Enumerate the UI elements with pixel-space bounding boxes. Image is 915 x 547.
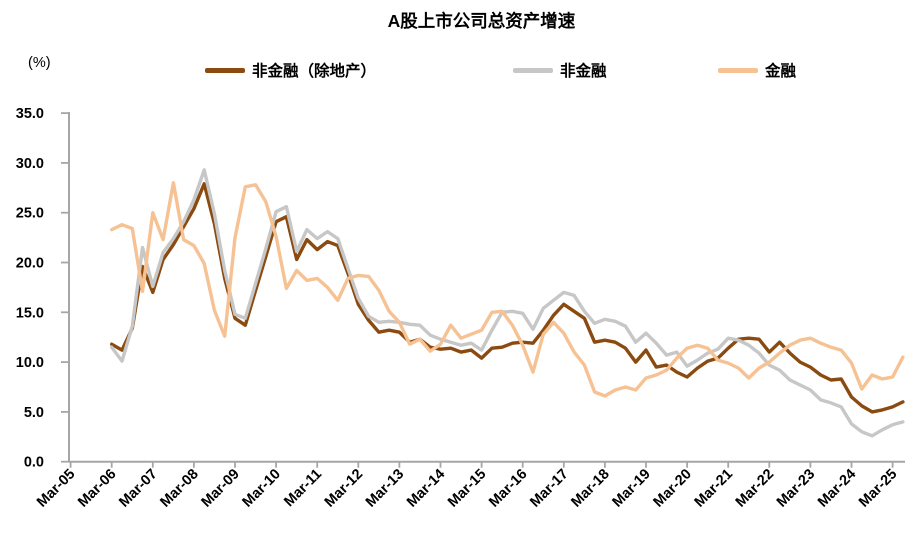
y-tick-label: 20.0 bbox=[16, 256, 44, 272]
series-line-1 bbox=[109, 168, 905, 438]
x-tick-label: Mar-14 bbox=[404, 466, 448, 510]
y-tick-label: 10.0 bbox=[16, 355, 44, 371]
y-axis-unit-label: (%) bbox=[28, 55, 51, 71]
y-tick-label: 35.0 bbox=[16, 106, 44, 122]
legend-item-financial: 金融 bbox=[718, 62, 797, 80]
legend-line-swatch bbox=[205, 67, 245, 73]
legend-line-swatch bbox=[718, 67, 758, 73]
x-tick-label: Mar-09 bbox=[198, 466, 242, 510]
x-tick-label: Mar-22 bbox=[733, 466, 777, 510]
series-line-2 bbox=[109, 181, 905, 398]
legend-item-nonfinancial: 非金融 bbox=[513, 62, 607, 80]
x-tick-label: Mar-07 bbox=[116, 466, 160, 510]
x-tick-label: Mar-21 bbox=[692, 466, 736, 510]
y-tick-label: 0.0 bbox=[24, 455, 44, 471]
x-tick-label: Mar-18 bbox=[568, 466, 612, 510]
legend-label: 非金融（除地产） bbox=[252, 63, 377, 80]
x-tick-label: Mar-23 bbox=[774, 466, 818, 510]
x-tick-label: Mar-05 bbox=[34, 466, 78, 510]
y-tick-label: 5.0 bbox=[24, 405, 44, 421]
x-tick-label: Mar-15 bbox=[445, 466, 489, 510]
x-tick-label: Mar-20 bbox=[651, 466, 695, 510]
legend-item-nonfinancial-ex-property: 非金融（除地产） bbox=[205, 62, 377, 80]
legend-label: 非金融 bbox=[560, 63, 607, 80]
x-tick-label: Mar-08 bbox=[157, 466, 201, 510]
series-line-0 bbox=[109, 182, 905, 414]
x-tick-label: Mar-19 bbox=[609, 466, 653, 510]
x-tick-label: Mar-06 bbox=[75, 466, 119, 510]
x-tick-label: Mar-24 bbox=[815, 466, 859, 510]
chart-title: A股上市公司总资产增速 bbox=[387, 11, 576, 31]
x-tick-label: Mar-13 bbox=[363, 466, 407, 510]
y-tick-label: 15.0 bbox=[16, 305, 44, 321]
legend-line-swatch bbox=[513, 67, 553, 73]
y-tick-label: 25.0 bbox=[16, 206, 44, 222]
x-tick-label: Mar-16 bbox=[486, 466, 530, 510]
x-tick-label: Mar-10 bbox=[240, 466, 284, 510]
y-tick-label: 30.0 bbox=[16, 156, 44, 172]
x-tick-label: Mar-12 bbox=[322, 466, 366, 510]
legend-label: 金融 bbox=[765, 63, 797, 80]
x-tick-label: Mar-25 bbox=[856, 466, 900, 510]
x-tick-label: Mar-11 bbox=[281, 466, 325, 510]
x-tick-label: Mar-17 bbox=[527, 466, 571, 510]
